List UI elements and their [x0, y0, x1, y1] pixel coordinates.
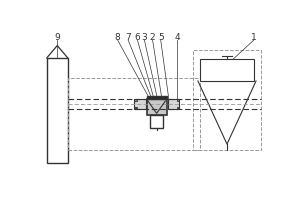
- Bar: [134, 99, 146, 109]
- Text: 4: 4: [174, 33, 180, 42]
- Text: 9: 9: [54, 33, 60, 42]
- Text: 7: 7: [125, 33, 131, 42]
- Text: 5: 5: [158, 33, 164, 42]
- Text: 2: 2: [150, 33, 155, 42]
- Bar: [147, 99, 166, 115]
- Bar: [134, 99, 137, 101]
- Text: 3: 3: [142, 33, 147, 42]
- Bar: [68, 78, 200, 150]
- Text: 6: 6: [135, 33, 140, 42]
- Bar: [193, 50, 261, 150]
- Bar: [176, 99, 179, 101]
- Bar: [150, 115, 163, 128]
- Text: 1: 1: [251, 33, 256, 42]
- Bar: [134, 107, 137, 108]
- Bar: [47, 58, 68, 163]
- Bar: [147, 96, 166, 99]
- Bar: [176, 107, 179, 108]
- Bar: [168, 99, 179, 109]
- Text: 8: 8: [115, 33, 121, 42]
- Bar: [200, 59, 254, 81]
